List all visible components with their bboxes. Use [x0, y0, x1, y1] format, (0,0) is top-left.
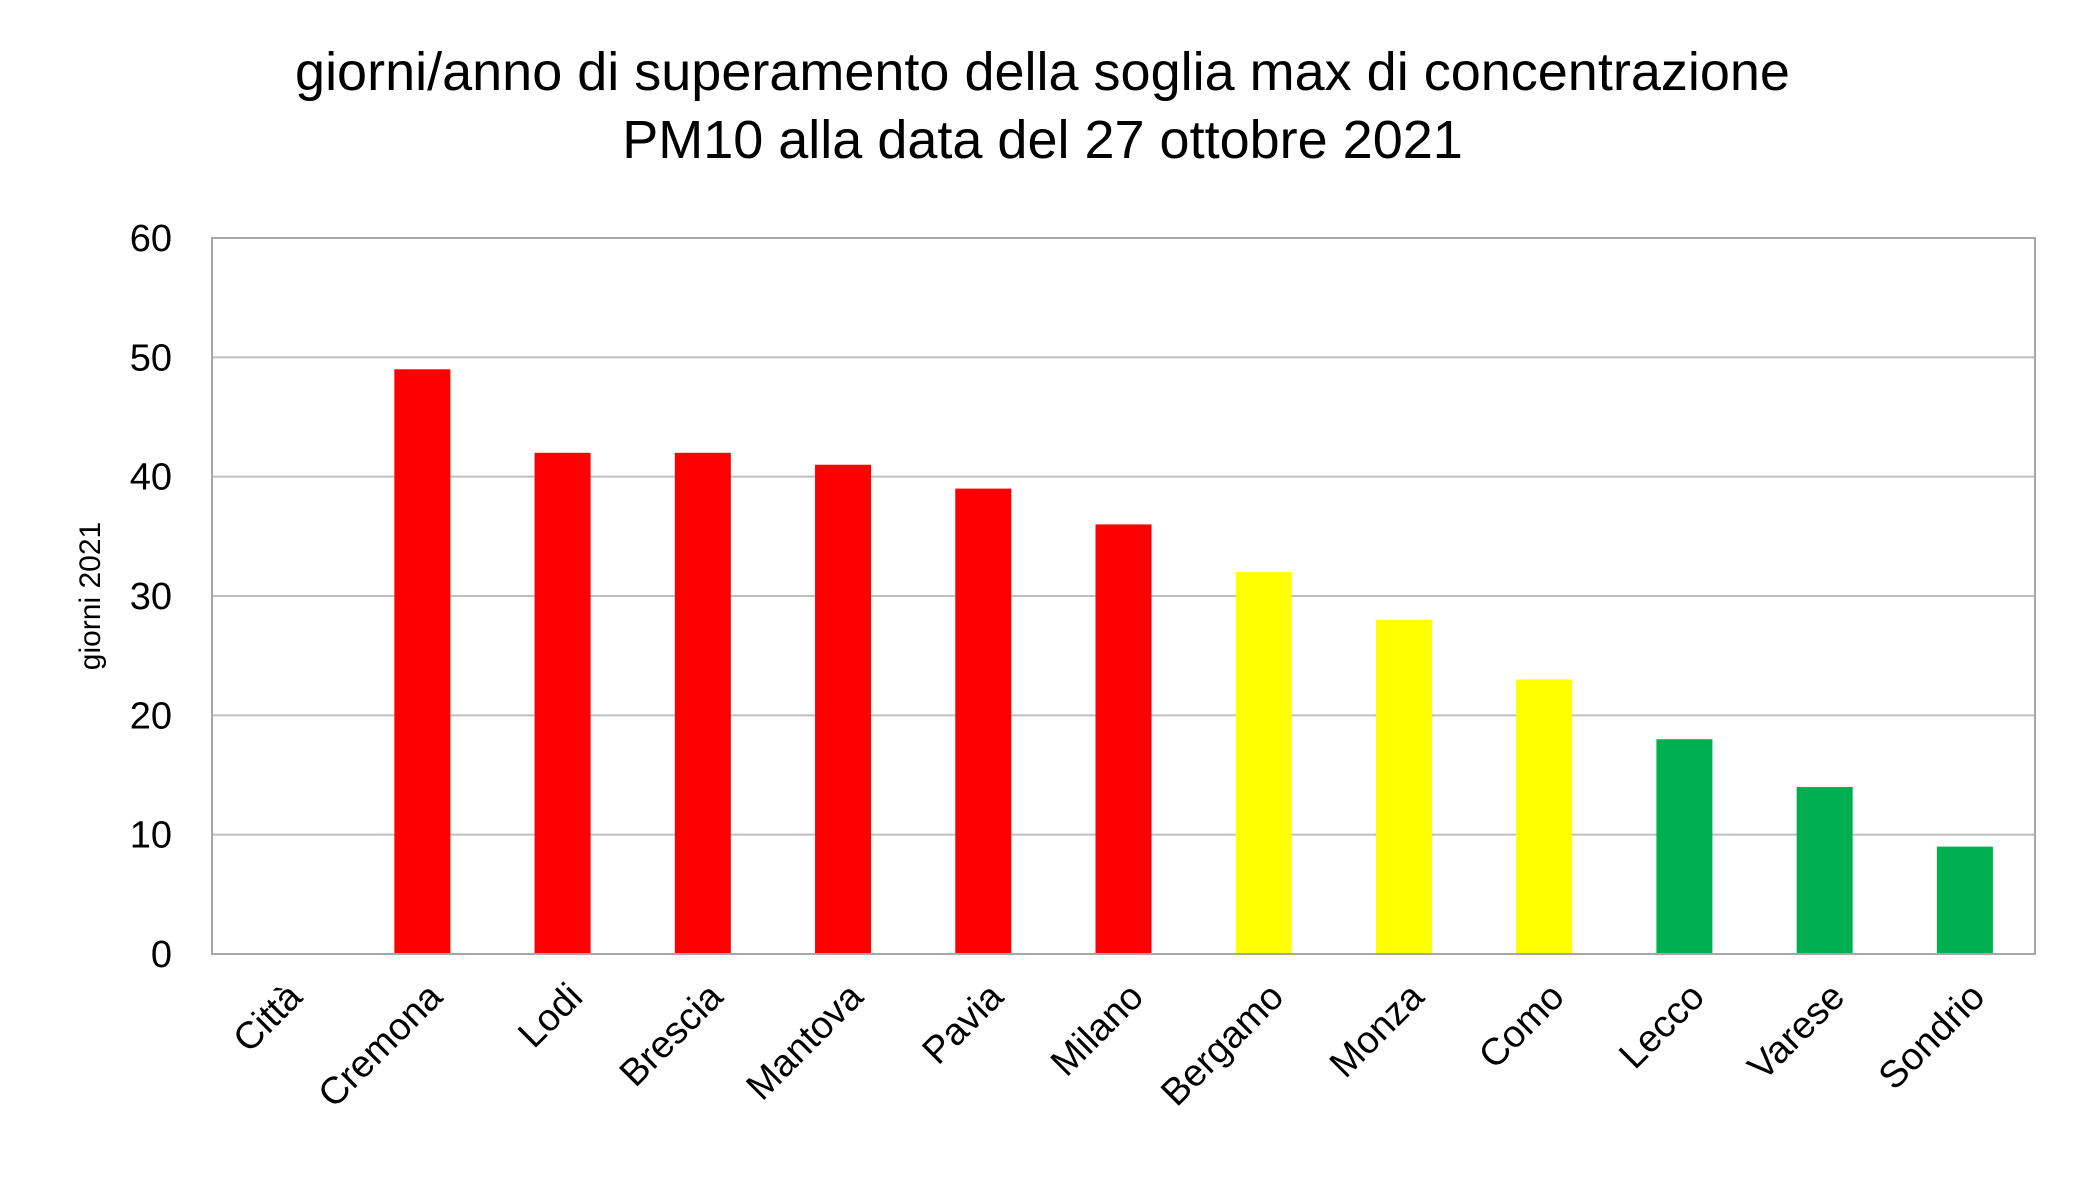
- x-tick-label: Sondrio: [1871, 976, 1993, 1098]
- bar-pavia: [955, 488, 1012, 954]
- bar-mantova: [815, 464, 872, 954]
- bar-cremona: [394, 369, 451, 954]
- x-tick-label: Como: [1471, 976, 1572, 1077]
- y-tick-label: 20: [130, 695, 172, 737]
- x-tick-label: Pavia: [915, 975, 1013, 1073]
- y-axis-title: giorni 2021: [74, 522, 107, 670]
- bar-sondrio: [1936, 846, 1993, 954]
- chart-title-line-2: PM10 alla data del 27 ottobre 2021: [622, 110, 1463, 170]
- bar-varese: [1796, 786, 1853, 954]
- x-tick-label: Varese: [1740, 976, 1853, 1089]
- chart-title: giorni/anno di superamento della soglia …: [0, 38, 2085, 174]
- x-tick-label: Brescia: [612, 975, 732, 1095]
- y-tick-label: 30: [130, 576, 172, 618]
- x-tick-label: Milano: [1043, 976, 1152, 1085]
- y-tick-label: 40: [130, 457, 172, 499]
- bar-bergamo: [1235, 572, 1292, 954]
- chart-title-line-1: giorni/anno di superamento della soglia …: [295, 42, 1790, 102]
- x-tick-label: Lecco: [1611, 976, 1712, 1077]
- x-tick-label: Monza: [1322, 975, 1433, 1086]
- x-tick-label: Bergamo: [1153, 976, 1292, 1115]
- y-tick-label: 60: [130, 218, 172, 260]
- x-tick-label: Mantova: [739, 975, 872, 1108]
- x-tick-label: Cremona: [310, 975, 451, 1116]
- bar-monza: [1375, 619, 1432, 954]
- x-tick-label: Lodi: [510, 976, 590, 1056]
- y-tick-label: 50: [130, 337, 172, 379]
- x-tick-label: Città: [226, 975, 312, 1061]
- y-tick-label: 0: [151, 934, 172, 976]
- bar-milano: [1095, 524, 1152, 954]
- bar-como: [1516, 679, 1573, 954]
- bar-lecco: [1656, 739, 1713, 954]
- bar-brescia: [674, 452, 731, 954]
- y-tick-label: 10: [130, 815, 172, 857]
- bar-lodi: [534, 452, 591, 954]
